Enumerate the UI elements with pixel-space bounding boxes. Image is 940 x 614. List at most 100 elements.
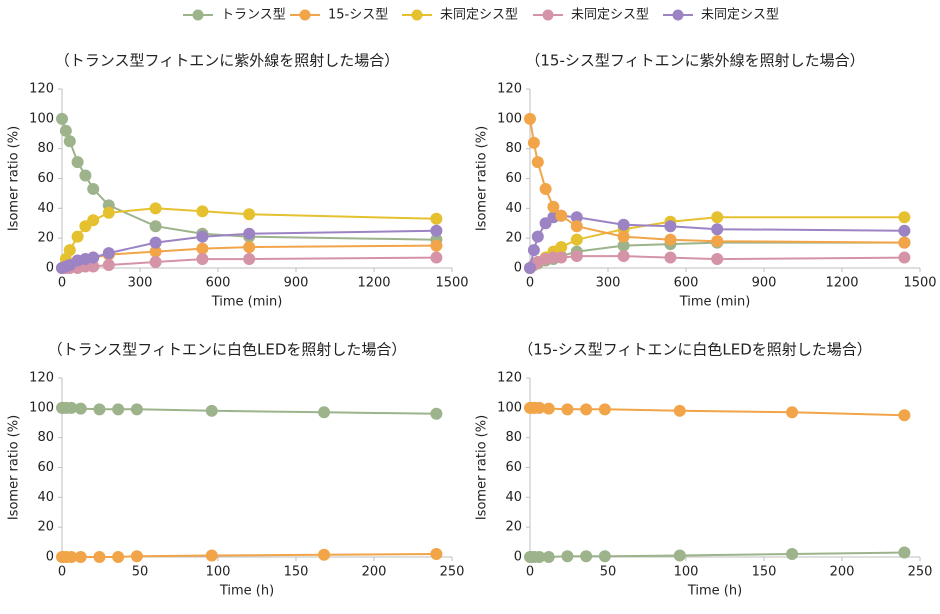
y-axis-label: Isomer ratio (%): [7, 415, 22, 520]
data-point: [112, 551, 125, 563]
chart-title: （15-シス型フィトエンに白色LEDを照射した場合）: [518, 341, 872, 359]
data-point: [149, 236, 162, 249]
y-tick-label: 80: [505, 430, 522, 445]
y-axis-label: Isomer ratio (%): [475, 126, 490, 231]
y-tick-label: 120: [497, 371, 522, 386]
data-point: [580, 550, 593, 563]
data-point: [561, 403, 574, 416]
data-point: [205, 549, 218, 562]
x-tick-label: 150: [752, 565, 777, 580]
x-tick-label: 250: [908, 565, 933, 580]
data-point: [598, 403, 611, 416]
data-point: [65, 401, 78, 414]
data-point: [617, 250, 630, 263]
data-point: [617, 239, 630, 252]
data-point: [130, 403, 143, 416]
data-point: [56, 112, 68, 125]
data-point: [93, 403, 106, 416]
chart-panel: （15-シス型フィトエンに白色LEDを照射した場合） 0 20 40 60 80 100 12…: [475, 341, 933, 599]
data-point: [524, 112, 536, 125]
data-point: [149, 220, 162, 233]
y-tick-label: 0: [514, 261, 522, 276]
data-point: [71, 156, 84, 169]
data-point: [898, 236, 911, 249]
x-tick-label: 900: [284, 276, 309, 291]
x-tick-label: 600: [674, 276, 699, 291]
data-point: [59, 124, 72, 137]
data-point: [87, 182, 100, 195]
data-point: [63, 135, 76, 148]
legend-label: 未同定シス型: [701, 8, 779, 23]
data-point: [430, 224, 443, 237]
data-point: [533, 401, 546, 414]
data-point: [430, 239, 443, 252]
data-point: [196, 205, 209, 218]
x-tick-label: 150: [284, 565, 309, 580]
y-tick-label: 100: [497, 111, 522, 126]
data-point: [617, 230, 630, 243]
data-point: [430, 548, 443, 561]
x-tick-label: 900: [752, 276, 777, 291]
chart-panel: （トランス型フィトエンに白色LEDを照射した場合） 0 20 40 60 80 100 120…: [7, 341, 465, 599]
data-point: [555, 241, 568, 254]
data-point: [598, 550, 611, 563]
data-point: [711, 223, 724, 236]
data-point: [318, 548, 331, 561]
data-point: [570, 211, 583, 224]
legend-label: 未同定シス型: [571, 8, 649, 23]
data-point: [555, 209, 568, 222]
data-point: [580, 403, 593, 416]
x-tick-label: 1200: [825, 276, 858, 291]
data-point: [205, 404, 218, 417]
series-line: [61, 118, 437, 241]
data-point: [318, 406, 331, 419]
data-point: [786, 548, 799, 561]
y-tick-label: 40: [505, 201, 522, 216]
data-point: [430, 251, 443, 264]
x-tick-label: 50: [600, 565, 617, 580]
y-tick-label: 0: [46, 261, 54, 276]
legend-label: トランス型: [221, 8, 286, 23]
data-point: [786, 406, 799, 419]
data-point: [664, 220, 677, 233]
data-point: [664, 233, 677, 246]
y-tick-label: 100: [29, 111, 54, 126]
y-tick-label: 20: [505, 231, 522, 246]
legend-marker: [192, 9, 204, 21]
x-axis-label: Time (min): [679, 295, 751, 310]
chart-title: （15-シス型フィトエンに紫外線を照射した場合）: [525, 52, 864, 70]
x-tick-label: 1500: [435, 276, 468, 291]
data-point: [243, 241, 256, 254]
legend-marker: [542, 9, 554, 21]
x-tick-label: 100: [206, 565, 231, 580]
x-axis-label: Time (min): [211, 295, 283, 310]
data-point: [711, 235, 724, 248]
data-point: [617, 218, 630, 231]
data-point: [527, 244, 540, 257]
data-point: [570, 233, 583, 246]
y-tick-label: 0: [46, 550, 54, 565]
x-tick-label: 300: [128, 276, 153, 291]
data-point: [542, 402, 555, 415]
y-axis-label: Isomer ratio (%): [7, 126, 22, 231]
x-tick-label: 200: [830, 565, 855, 580]
data-point: [243, 253, 256, 266]
y-tick-label: 80: [37, 141, 54, 156]
x-axis-label: Time (h): [687, 584, 742, 599]
data-point: [87, 214, 100, 227]
x-tick-label: 600: [206, 276, 231, 291]
data-point: [112, 403, 125, 416]
data-point: [102, 206, 115, 219]
data-point: [547, 200, 560, 213]
data-point: [74, 402, 87, 415]
data-point: [74, 551, 87, 563]
data-point: [664, 251, 677, 264]
data-point: [196, 242, 209, 255]
data-point: [149, 245, 162, 258]
legend-marker: [672, 9, 684, 21]
y-tick-label: 100: [29, 400, 54, 415]
data-point: [65, 551, 78, 563]
data-point: [79, 169, 92, 182]
data-point: [102, 247, 115, 260]
